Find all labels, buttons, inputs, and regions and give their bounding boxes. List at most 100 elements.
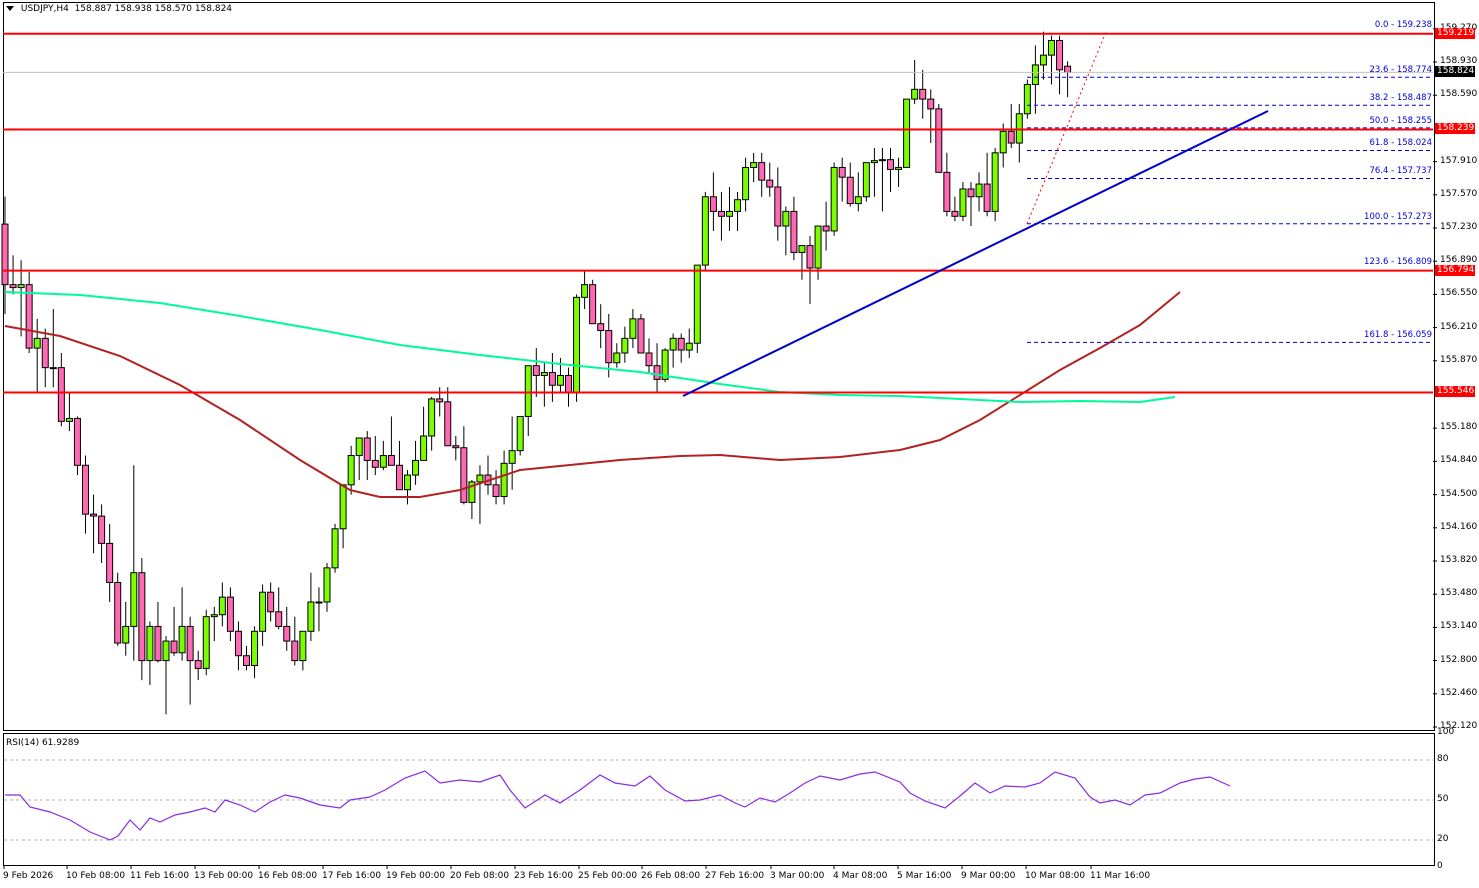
bull-candle [613, 352, 621, 364]
bull-candle [355, 437, 363, 457]
bull-candle [218, 596, 226, 616]
ohlc-values: 158.887 158.938 158.570 158.824 [74, 4, 233, 14]
time-axis-label: 9 Feb 2026 [3, 871, 54, 881]
bull-candle [669, 337, 677, 351]
bear-candle [927, 98, 935, 110]
level-price-tag: 159.219 [1435, 27, 1475, 39]
time-axis-label: 3 Mar 00:00 [770, 871, 825, 881]
time-axis-label: 5 Mar 16:00 [897, 871, 952, 881]
time-axis-label: 11 Feb 16:00 [130, 871, 190, 881]
bear-candle [170, 640, 178, 654]
chart-title: USDJPY,H4 158.887 158.938 158.570 158.82… [6, 4, 232, 14]
bull-candle [854, 196, 862, 205]
bear-candle [275, 611, 283, 627]
bull-candle [629, 318, 637, 339]
price-axis-label: 158.930 [1440, 56, 1478, 66]
time-axis-label: 20 Feb 08:00 [450, 871, 510, 881]
bear-candle [234, 630, 242, 657]
bull-candle [428, 398, 436, 437]
bear-candle [597, 323, 605, 332]
time-axis-label: 23 Feb 16:00 [514, 871, 574, 881]
price-axis-label: 155.870 [1440, 354, 1478, 365]
bear-candle [226, 596, 234, 632]
bull-candle [991, 152, 999, 212]
bear-candle [983, 183, 991, 212]
bull-candle [65, 417, 73, 422]
bull-candle [259, 591, 267, 632]
price-axis-label: 154.840 [1440, 455, 1478, 466]
price-axis-label: 156.550 [1440, 288, 1478, 299]
bull-candle [1015, 113, 1023, 144]
fibonacci-level-label: 23.6 - 158.774 [1369, 65, 1432, 76]
bull-candle [379, 455, 387, 468]
bull-candle [1031, 64, 1039, 85]
bear-candle [106, 542, 114, 583]
bear-candle [774, 186, 782, 227]
bear-candle [838, 166, 846, 178]
bear-candle [283, 625, 291, 642]
bear-candle [806, 245, 814, 269]
fibonacci-level-label: 61.8 - 158.024 [1369, 138, 1432, 149]
trendline [682, 110, 1269, 397]
fibonacci-level-label: 38.2 - 158.487 [1369, 93, 1432, 104]
bull-candle [742, 166, 750, 201]
time-axis-label: 9 Mar 00:00 [961, 871, 1016, 881]
bull-candle [862, 162, 870, 198]
time-axis-label: 13 Feb 00:00 [194, 871, 254, 881]
bear-candle [943, 171, 951, 212]
bull-candle [500, 462, 508, 498]
bull-candle [468, 481, 476, 503]
bull-candle [130, 572, 138, 627]
rsi-axis-label: 100 [1437, 727, 1455, 738]
bear-candle [766, 179, 774, 188]
bull-candle [323, 567, 331, 603]
bull-candle [524, 365, 532, 417]
price-axis-label: 152.800 [1440, 654, 1478, 665]
price-axis-label: 157.910 [1440, 155, 1478, 166]
bull-candle [251, 630, 259, 666]
bull-candle [999, 130, 1007, 154]
bear-candle [548, 372, 556, 386]
bear-candle [267, 591, 275, 613]
price-axis-label: 153.480 [1440, 588, 1478, 599]
bull-candle [331, 528, 339, 569]
bull-candle [895, 166, 903, 170]
bull-candle [1039, 54, 1047, 66]
bull-candle [162, 640, 170, 662]
time-axis-label: 10 Feb 08:00 [66, 871, 126, 881]
bull-candle [299, 630, 307, 662]
price-axis-label: 156.890 [1440, 255, 1478, 266]
bid-price-tag: 158.824 [1435, 66, 1475, 78]
price-chart-panel[interactable] [3, 2, 1435, 731]
bear-candle [846, 176, 854, 205]
bull-candle [621, 337, 629, 354]
bull-candle [726, 210, 733, 217]
rsi-axis-label: 20 [1437, 834, 1449, 844]
bull-candle [1048, 40, 1055, 56]
bull-candle [573, 296, 581, 393]
bull-candle [146, 625, 154, 662]
price-axis-label: 157.570 [1440, 188, 1478, 199]
level-price-tag: 158.239 [1435, 123, 1475, 135]
bear-candle [1, 223, 9, 286]
fibonacci-level-label: 0.0 - 159.238 [1374, 19, 1432, 30]
bear-candle [194, 660, 202, 669]
bull-candle [975, 183, 983, 198]
time-axis-label: 17 Feb 16:00 [322, 871, 382, 881]
level-price-tag: 156.794 [1435, 264, 1475, 276]
bear-candle [460, 447, 468, 503]
price-axis-label: 157.230 [1440, 222, 1478, 232]
bull-candle [798, 245, 806, 253]
bear-candle [138, 572, 146, 662]
bear-candle [717, 210, 725, 217]
bear-candle [1056, 40, 1064, 71]
bear-candle [98, 515, 106, 544]
rsi-axis-label: 80 [1437, 754, 1449, 764]
bear-candle [935, 108, 943, 173]
bull-candle [581, 284, 589, 298]
bull-candle [210, 614, 218, 618]
level-price-tag: 155.546 [1435, 386, 1475, 398]
bear-candle [1007, 130, 1015, 144]
bull-candle [49, 367, 57, 370]
collapse-triangle-icon[interactable] [6, 6, 14, 11]
